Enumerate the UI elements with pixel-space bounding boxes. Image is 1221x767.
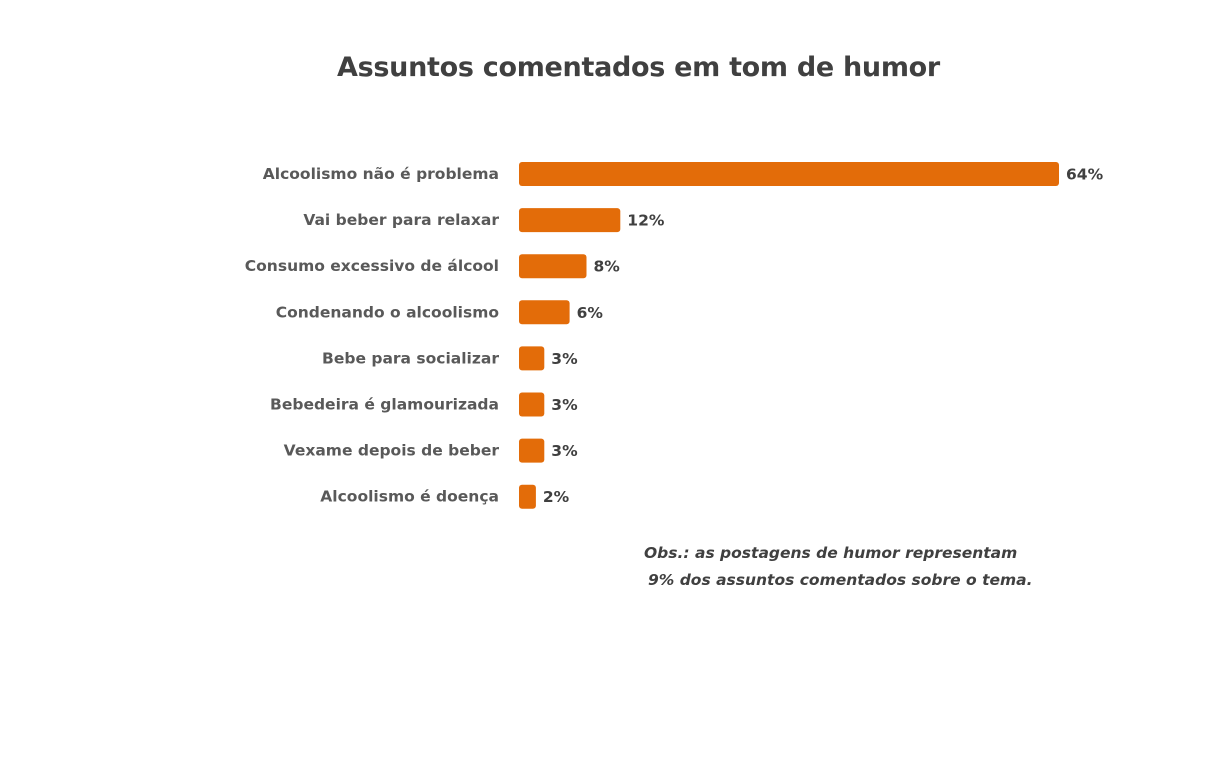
category-label-8: Alcoolismo é doença [320, 488, 499, 506]
note-line-1: Obs.: as postagens de humor representam [644, 544, 1018, 562]
category-label-4: Condenando o alcoolismo [276, 303, 499, 321]
bar-5 [519, 346, 545, 371]
chart-title: Assuntos comentados em tom de humor [337, 52, 940, 83]
category-label-3: Consumo excessivo de álcool [245, 257, 499, 275]
value-label-8: 2% [543, 488, 570, 506]
bar-4 [519, 300, 570, 325]
value-label-6: 3% [551, 396, 578, 414]
value-label-4: 6% [577, 304, 604, 322]
category-label-6: Bebedeira é glamourizada [270, 396, 499, 414]
bar-3 [519, 254, 587, 279]
value-label-2: 12% [627, 212, 665, 230]
category-label-2: Vai beber para relaxar [303, 211, 499, 229]
value-label-7: 3% [551, 442, 578, 460]
value-label-3: 8% [594, 258, 621, 276]
category-label-1: Alcoolismo não é problema [263, 165, 499, 183]
note-line-2: 9% dos assuntos comentados sobre o tema. [648, 571, 1033, 589]
bar-6 [519, 392, 545, 417]
bar-8 [519, 484, 536, 509]
value-label-1: 64% [1066, 166, 1104, 184]
bar-7 [519, 438, 545, 463]
category-label-5: Bebe para socializar [322, 349, 499, 367]
value-label-5: 3% [551, 350, 578, 368]
bar-2 [519, 208, 621, 233]
bar-1 [519, 162, 1059, 186]
category-label-7: Vexame depois de beber [284, 442, 500, 460]
